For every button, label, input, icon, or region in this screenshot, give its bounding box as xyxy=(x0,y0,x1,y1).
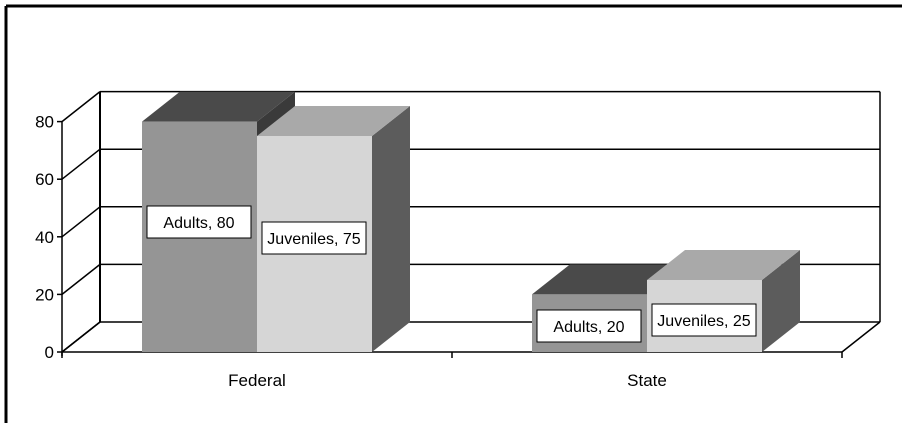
y-tick-label: 0 xyxy=(45,343,54,362)
y-tick-label: 20 xyxy=(35,285,54,304)
y-tick-label: 60 xyxy=(35,170,54,189)
gridline-connector xyxy=(61,91,101,123)
x-tick-label: Federal xyxy=(228,371,286,390)
bar-federal-adults-top xyxy=(142,91,295,122)
y-tick-label: 40 xyxy=(35,228,54,247)
data-label-state-juveniles: Juveniles, 25 xyxy=(657,313,750,330)
data-label-federal-juveniles-box xyxy=(261,221,367,255)
bar-federal-juveniles-top xyxy=(257,106,410,136)
bar-state-juveniles-top xyxy=(647,250,800,280)
bar-federal-juveniles-side xyxy=(372,106,410,352)
y-tick-label: 80 xyxy=(35,113,54,132)
data-label-state-juveniles-box xyxy=(651,303,757,337)
gridline-connector xyxy=(61,206,101,238)
data-label-federal-adults-box xyxy=(146,205,252,239)
data-label-federal-juveniles: Juveniles, 75 xyxy=(267,231,360,248)
gridline-connector xyxy=(61,148,101,180)
x-tick-label: State xyxy=(627,371,667,390)
bar-state-adults-top xyxy=(532,264,685,295)
gridline-connector xyxy=(61,321,101,353)
floor-right-edge xyxy=(841,321,881,353)
data-label-state-adults-box xyxy=(536,309,642,343)
axes: 0 20 40 60 80 Federal State xyxy=(35,113,843,390)
data-labels: Adults, 80 Juveniles, 75 Adults, 20 Juvenil… xyxy=(146,205,757,343)
data-label-federal-adults: Adults, 80 xyxy=(163,215,234,232)
bar-state-juveniles-side xyxy=(762,250,800,352)
data-label-state-adults: Adults, 20 xyxy=(553,319,624,336)
gridline-connector xyxy=(61,263,101,295)
